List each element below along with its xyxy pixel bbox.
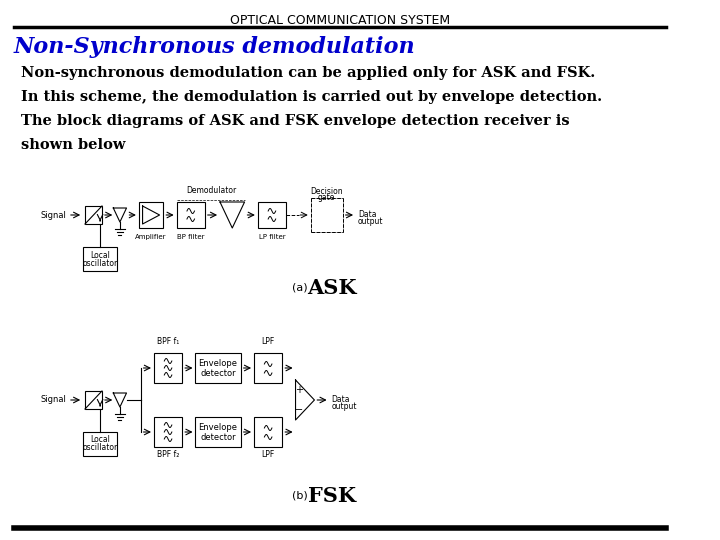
Bar bbox=[139, 202, 163, 228]
Bar bbox=[83, 432, 117, 456]
Text: Envelope: Envelope bbox=[199, 422, 238, 431]
Text: Data: Data bbox=[358, 210, 377, 219]
Bar bbox=[254, 353, 282, 383]
Text: +: + bbox=[295, 385, 303, 395]
Text: −: − bbox=[295, 405, 303, 415]
Text: The block diagrams of ASK and FSK envelope detection receiver is: The block diagrams of ASK and FSK envelo… bbox=[21, 114, 570, 128]
Text: Demodulator: Demodulator bbox=[186, 186, 237, 195]
Text: BPF f₂: BPF f₂ bbox=[157, 450, 179, 459]
Bar bbox=[195, 417, 240, 447]
Text: gate: gate bbox=[318, 193, 336, 202]
Text: output: output bbox=[331, 402, 357, 411]
Text: Decision: Decision bbox=[310, 187, 343, 196]
Bar bbox=[154, 353, 182, 383]
Text: Signal: Signal bbox=[40, 211, 66, 219]
Text: LPF: LPF bbox=[261, 337, 275, 346]
Text: Non-synchronous demodulation can be applied only for ASK and FSK.: Non-synchronous demodulation can be appl… bbox=[21, 66, 595, 80]
Text: OPTICAL COMMUNICATION SYSTEM: OPTICAL COMMUNICATION SYSTEM bbox=[230, 14, 450, 27]
Text: output: output bbox=[358, 217, 383, 226]
Bar bbox=[195, 353, 240, 383]
Text: detector: detector bbox=[200, 369, 236, 379]
Text: FSK: FSK bbox=[308, 486, 356, 506]
Text: BPF f₁: BPF f₁ bbox=[157, 337, 179, 346]
Bar bbox=[258, 202, 286, 228]
Bar bbox=[85, 206, 102, 224]
Text: Data: Data bbox=[331, 395, 350, 404]
Text: Local: Local bbox=[90, 251, 110, 260]
Text: In this scheme, the demodulation is carried out by envelope detection.: In this scheme, the demodulation is carr… bbox=[21, 90, 602, 104]
Text: LP filter: LP filter bbox=[258, 234, 285, 240]
Text: ASK: ASK bbox=[307, 278, 357, 298]
Bar bbox=[254, 417, 282, 447]
Text: oscillator: oscillator bbox=[83, 443, 117, 453]
Bar bbox=[83, 247, 117, 271]
Text: (b): (b) bbox=[292, 491, 308, 501]
Text: Local: Local bbox=[90, 435, 110, 443]
Text: Non-Synchronous demodulation: Non-Synchronous demodulation bbox=[13, 36, 415, 58]
Text: shown below: shown below bbox=[21, 138, 125, 152]
Text: (a): (a) bbox=[292, 283, 308, 293]
Bar bbox=[85, 391, 102, 409]
Text: detector: detector bbox=[200, 434, 236, 442]
Text: BP filter: BP filter bbox=[177, 234, 204, 240]
Text: Signal: Signal bbox=[40, 395, 66, 404]
Text: oscillator: oscillator bbox=[83, 260, 117, 268]
Bar bbox=[310, 198, 343, 232]
Text: LPF: LPF bbox=[261, 450, 275, 459]
Bar bbox=[176, 202, 205, 228]
Text: Amplifier: Amplifier bbox=[135, 234, 167, 240]
Bar bbox=[154, 417, 182, 447]
Text: Envelope: Envelope bbox=[199, 359, 238, 368]
